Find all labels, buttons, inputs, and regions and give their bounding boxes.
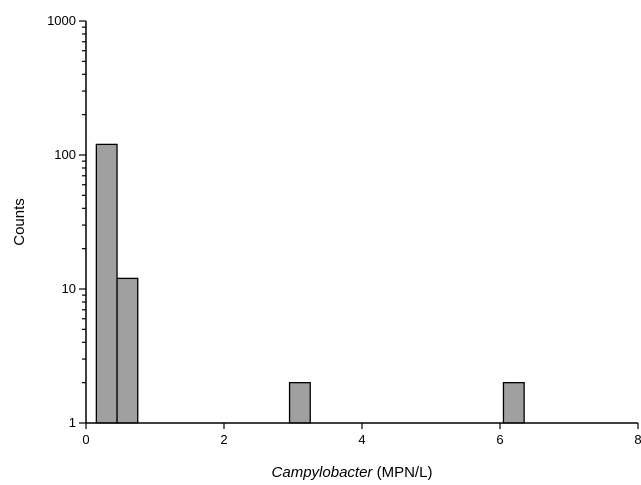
y-axis-title: Counts xyxy=(11,198,28,246)
x-axis-title: Campylobacter (MPN/L) xyxy=(272,464,433,481)
bars xyxy=(95,143,525,424)
y-ticks: 1 10 100 1000 xyxy=(47,13,86,430)
y-tick-label-0: 1 xyxy=(69,415,76,430)
y-tick-label-3: 1000 xyxy=(47,13,76,28)
y-tick-label-2: 100 xyxy=(54,147,76,162)
x-tick-label-0: 0 xyxy=(82,432,89,447)
histogram-bar-1 xyxy=(116,277,139,424)
x-ticks: 0 2 4 6 8 xyxy=(82,423,641,447)
histogram-bar-3 xyxy=(502,382,525,424)
histogram-bar-2 xyxy=(288,382,311,424)
histogram-bar-0 xyxy=(95,143,118,424)
x-tick-label-4: 8 xyxy=(634,432,641,447)
x-axis-title-units: (MPN/L) xyxy=(372,464,432,481)
y-tick-label-1: 10 xyxy=(62,281,76,296)
x-tick-label-3: 6 xyxy=(496,432,503,447)
x-tick-label-1: 2 xyxy=(220,432,227,447)
x-tick-label-2: 4 xyxy=(358,432,365,447)
x-axis-title-italic: Campylobacter xyxy=(272,464,374,481)
